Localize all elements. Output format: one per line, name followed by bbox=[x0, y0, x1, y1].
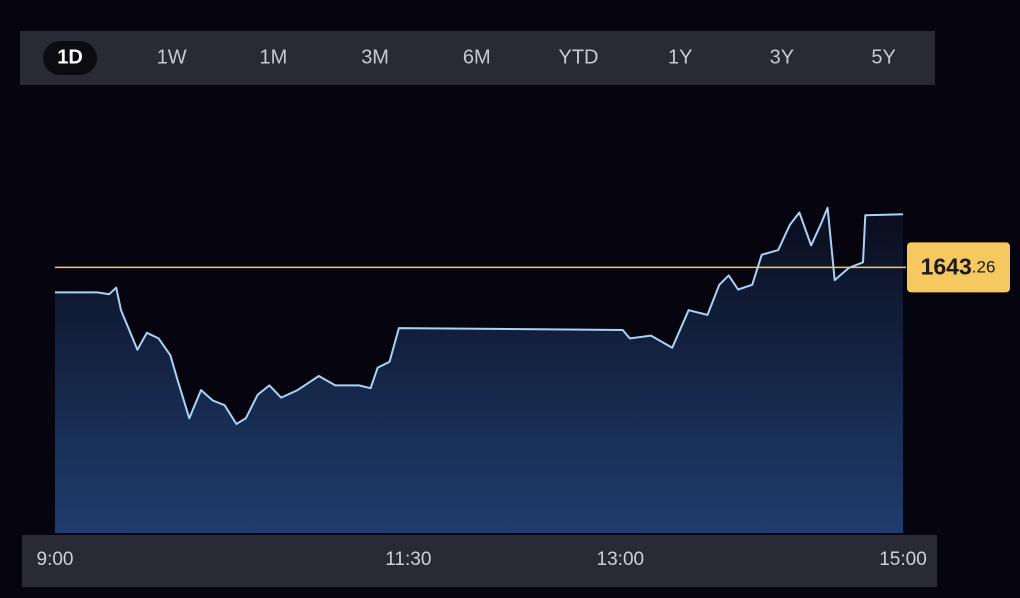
tab[interactable]: 3M bbox=[361, 46, 389, 68]
reference-label: 1643.26 bbox=[921, 253, 996, 279]
tab[interactable]: YTD bbox=[559, 46, 599, 68]
tab-active-bg bbox=[43, 41, 97, 75]
tab-bar bbox=[20, 31, 935, 85]
x-tick-label: 11:30 bbox=[385, 549, 431, 570]
tab-label: YTD bbox=[559, 46, 599, 68]
tab-label: 3M bbox=[361, 46, 389, 68]
time-axis-bar bbox=[22, 535, 937, 587]
tab[interactable]: 5Y bbox=[871, 46, 895, 68]
tab-label: 1W bbox=[157, 46, 187, 68]
tab[interactable]: 6M bbox=[463, 46, 491, 68]
tab[interactable]: 1D bbox=[43, 41, 97, 75]
price-area bbox=[55, 207, 903, 534]
x-tick-label: 15:00 bbox=[879, 549, 927, 570]
tab[interactable]: 1Y bbox=[668, 46, 692, 68]
tab-label: 1M bbox=[260, 46, 288, 68]
tab[interactable]: 1W bbox=[157, 46, 187, 68]
reference-badge bbox=[907, 242, 1010, 293]
x-tick-label: 9:00 bbox=[37, 549, 74, 570]
tab-label: 3Y bbox=[770, 46, 794, 68]
tab-label: 1Y bbox=[668, 46, 692, 68]
tab-label: 5Y bbox=[871, 46, 895, 68]
tab-label: 6M bbox=[463, 46, 491, 68]
x-tick-label: 13:00 bbox=[597, 549, 645, 570]
tab[interactable]: 3Y bbox=[770, 46, 794, 68]
price-line bbox=[55, 206, 904, 425]
tab-label: 1D bbox=[57, 46, 83, 68]
tab[interactable]: 1M bbox=[260, 46, 288, 68]
